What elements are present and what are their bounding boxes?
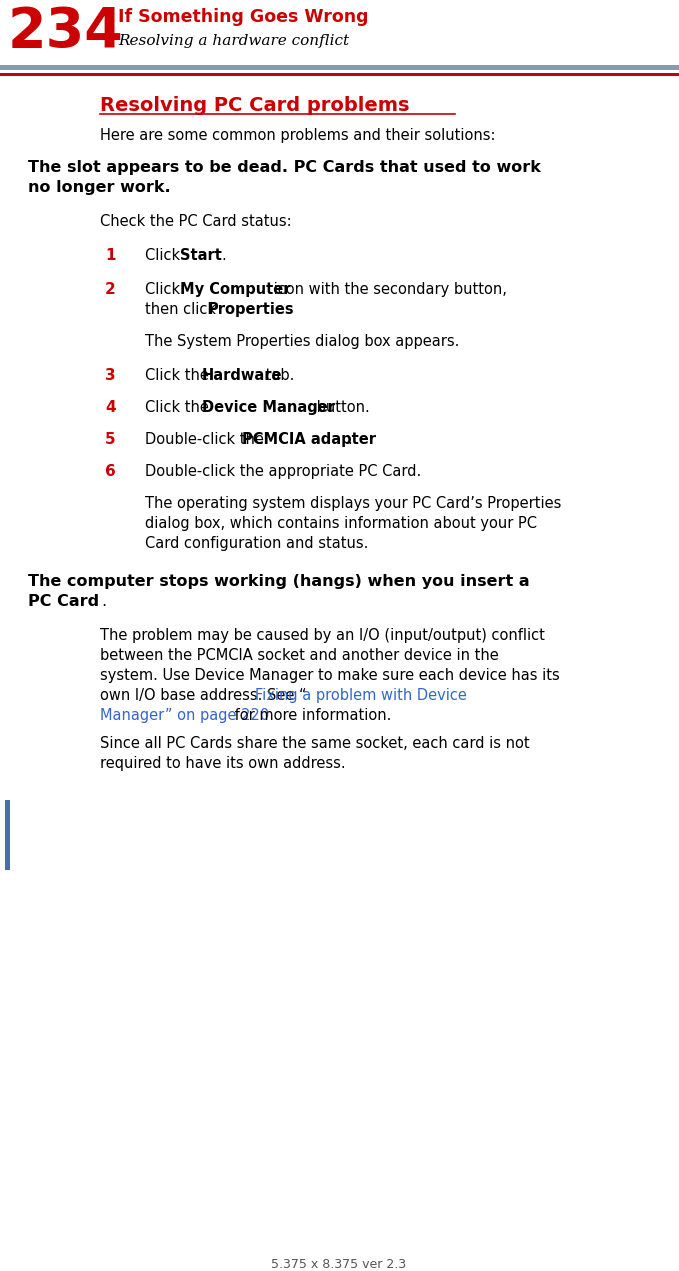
Text: The System Properties dialog box appears.: The System Properties dialog box appears… xyxy=(145,334,460,350)
Text: own I/O base address. See “: own I/O base address. See “ xyxy=(100,688,306,703)
Text: .: . xyxy=(276,302,280,316)
Text: Double-click the: Double-click the xyxy=(145,432,268,447)
Text: Resolving a hardware conflict: Resolving a hardware conflict xyxy=(118,34,349,48)
Text: no longer work.: no longer work. xyxy=(28,180,170,194)
Text: Properties: Properties xyxy=(208,302,295,316)
Text: Click the: Click the xyxy=(145,369,213,383)
Text: 4: 4 xyxy=(105,400,115,416)
Text: icon with the secondary button,: icon with the secondary button, xyxy=(269,282,507,297)
Text: 3: 3 xyxy=(105,369,115,383)
Text: for more information.: for more information. xyxy=(230,708,391,723)
Text: Click: Click xyxy=(145,248,185,263)
Text: The computer stops working (hangs) when you insert a: The computer stops working (hangs) when … xyxy=(28,574,530,588)
Text: 1: 1 xyxy=(105,248,115,263)
Text: dialog box, which contains information about your PC: dialog box, which contains information a… xyxy=(145,516,537,531)
Text: .: . xyxy=(347,432,352,447)
Text: 2: 2 xyxy=(105,282,115,297)
Text: Resolving PC Card problems: Resolving PC Card problems xyxy=(100,97,409,114)
Text: Device Manager: Device Manager xyxy=(202,400,335,416)
Text: If Something Goes Wrong: If Something Goes Wrong xyxy=(118,8,369,25)
Text: My Computer: My Computer xyxy=(180,282,291,297)
Text: Double-click the appropriate PC Card.: Double-click the appropriate PC Card. xyxy=(145,464,421,479)
Text: Fixing a problem with Device: Fixing a problem with Device xyxy=(255,688,467,703)
Text: Here are some common problems and their solutions:: Here are some common problems and their … xyxy=(100,128,496,144)
Text: .: . xyxy=(221,248,225,263)
Text: tab.: tab. xyxy=(261,369,295,383)
Text: Click the: Click the xyxy=(145,400,213,416)
Text: button.: button. xyxy=(312,400,370,416)
Text: required to have its own address.: required to have its own address. xyxy=(100,756,346,771)
Text: The problem may be caused by an I/O (input/output) conflict: The problem may be caused by an I/O (inp… xyxy=(100,628,545,643)
Text: 234: 234 xyxy=(8,5,124,58)
Text: Click: Click xyxy=(145,282,185,297)
Text: Check the PC Card status:: Check the PC Card status: xyxy=(100,214,291,229)
Text: The operating system displays your PC Card’s Properties: The operating system displays your PC Ca… xyxy=(145,496,562,511)
Text: Since all PC Cards share the same socket, each card is not: Since all PC Cards share the same socket… xyxy=(100,736,530,751)
Text: The slot appears to be dead. PC Cards that used to work: The slot appears to be dead. PC Cards th… xyxy=(28,160,541,175)
Text: Card configuration and status.: Card configuration and status. xyxy=(145,536,369,552)
Text: Manager” on page 220: Manager” on page 220 xyxy=(100,708,270,723)
Bar xyxy=(0,72,679,76)
Text: PCMCIA adapter: PCMCIA adapter xyxy=(242,432,376,447)
Text: 6: 6 xyxy=(105,464,115,479)
Text: PC Card: PC Card xyxy=(28,594,99,609)
Text: then click: then click xyxy=(145,302,221,316)
Bar xyxy=(5,799,10,871)
Text: Start: Start xyxy=(180,248,222,263)
Text: between the PCMCIA socket and another device in the: between the PCMCIA socket and another de… xyxy=(100,648,499,663)
Text: 5.375 x 8.375 ver 2.3: 5.375 x 8.375 ver 2.3 xyxy=(272,1258,407,1271)
Text: Hardware: Hardware xyxy=(202,369,282,383)
Text: system. Use Device Manager to make sure each device has its: system. Use Device Manager to make sure … xyxy=(100,669,559,683)
Text: .: . xyxy=(101,594,106,609)
Text: 5: 5 xyxy=(105,432,115,447)
Bar xyxy=(0,65,679,70)
